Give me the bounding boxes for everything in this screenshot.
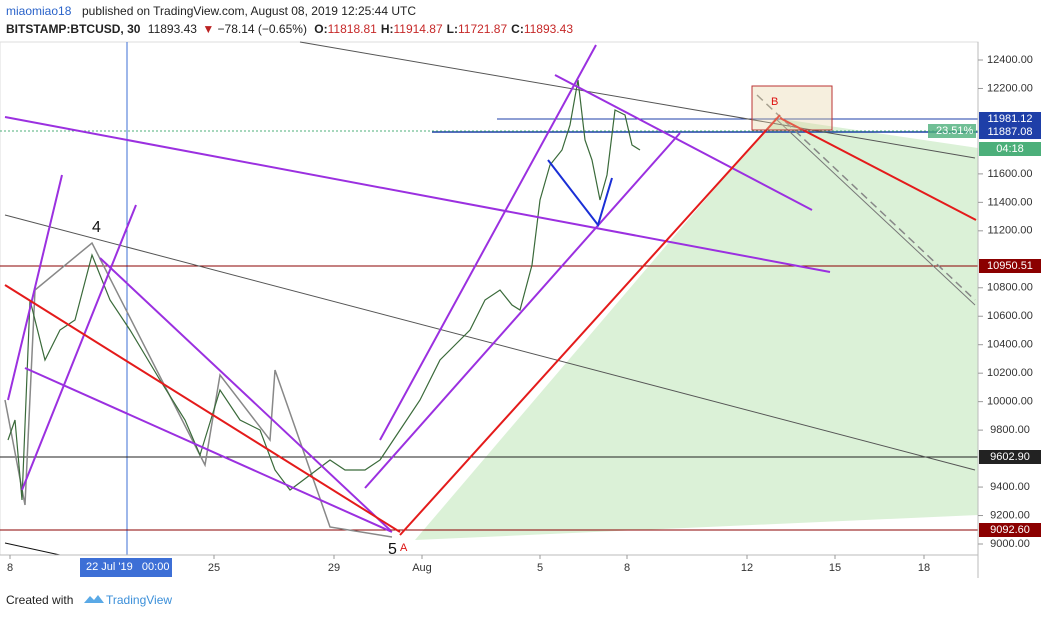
price-tick-label: 9000.00 (990, 538, 1030, 550)
time-tick-label: 29 (328, 562, 340, 574)
price-label-box (979, 450, 1041, 464)
price-tick-label: 10800.00 (987, 282, 1033, 294)
price-tick-label: 10600.00 (987, 310, 1033, 322)
price-label: 04:18 (996, 143, 1024, 155)
price-path (7, 79, 641, 501)
change: −78.14 (−0.65%) (218, 22, 307, 36)
author[interactable]: miaomiao18 (6, 4, 72, 18)
time-tick-label: 8 (7, 562, 13, 574)
wave-label: 4 (92, 219, 101, 236)
price-tick-label: 10400.00 (987, 339, 1033, 351)
target-box (751, 85, 833, 131)
ohlc-label: L: (447, 22, 458, 36)
last-price: 11893.43 (148, 22, 197, 36)
down-arrow: ▼ (202, 22, 214, 36)
price-label-box (979, 125, 1041, 139)
projection-zone (415, 118, 978, 540)
price-label: 9602.90 (990, 451, 1030, 463)
point-label: B (771, 96, 778, 108)
fib-label: 23.51% (936, 125, 974, 137)
ohlc-value: 11914.87 (393, 22, 442, 36)
ohlc-value: 11893.43 (524, 22, 573, 36)
price-label-box (979, 523, 1041, 537)
time-tick-label: Aug (412, 562, 432, 574)
price-tick-label: 11600.00 (987, 168, 1032, 180)
price-tick-label: 10200.00 (987, 367, 1033, 379)
price-tick-label: 11200.00 (987, 225, 1032, 237)
time-tick-label: 5 (537, 562, 543, 574)
price-label-box (979, 142, 1041, 156)
price-tick-label: 9800.00 (990, 424, 1030, 436)
price-tick-label: 12200.00 (987, 82, 1033, 94)
blue-lines (547, 159, 613, 228)
wave-label: 5 (388, 541, 397, 558)
fib-badge (928, 124, 976, 138)
channel-lines (4, 44, 831, 533)
price-tick-label: 9200.00 (990, 509, 1030, 521)
crosshair-time-box (80, 558, 172, 577)
ohlc-label: C: (511, 22, 524, 36)
point-label: A (400, 542, 408, 554)
price-label-box (979, 259, 1041, 273)
crosshair-time: 22 Jul '19 00:00 (86, 561, 169, 573)
price-tick-label: 11400.00 (987, 196, 1032, 208)
price-label: 11887.08 (987, 126, 1032, 138)
symbol: BITSTAMP:BTCUSD, 30 (6, 22, 141, 36)
brand[interactable]: TradingView (106, 593, 172, 607)
symbol-line: BITSTAMP:BTCUSD, 30 11893.43 ▼ −78.14 (−… (6, 22, 573, 36)
footer-text: Created with (6, 593, 73, 607)
published: published on TradingView.com, August 08,… (82, 4, 416, 18)
brand-logo (84, 595, 104, 603)
red-lines (4, 114, 977, 536)
price-tick-label: 12400.00 (987, 54, 1033, 66)
time-tick-label: 15 (829, 562, 841, 574)
ohlc-label: H: (381, 22, 394, 36)
ohlc-label: O: (314, 22, 327, 36)
time-tick-label: 12 (741, 562, 753, 574)
price-label: 10950.51 (987, 260, 1033, 272)
time-tick-label: 8 (624, 562, 630, 574)
ohlc-value: 11818.81 (328, 22, 377, 36)
ohlc-value: 11721.87 (458, 22, 507, 36)
price-label: 9092.60 (990, 524, 1030, 536)
time-tick-label: 25 (208, 562, 220, 574)
price-tick-label: 10000.00 (987, 396, 1033, 408)
price-tick-label: 9400.00 (990, 481, 1030, 493)
price-label-box (979, 112, 1041, 126)
time-tick-label: 18 (918, 562, 930, 574)
price-label: 11981.12 (987, 113, 1032, 125)
trend-lines (4, 41, 976, 556)
